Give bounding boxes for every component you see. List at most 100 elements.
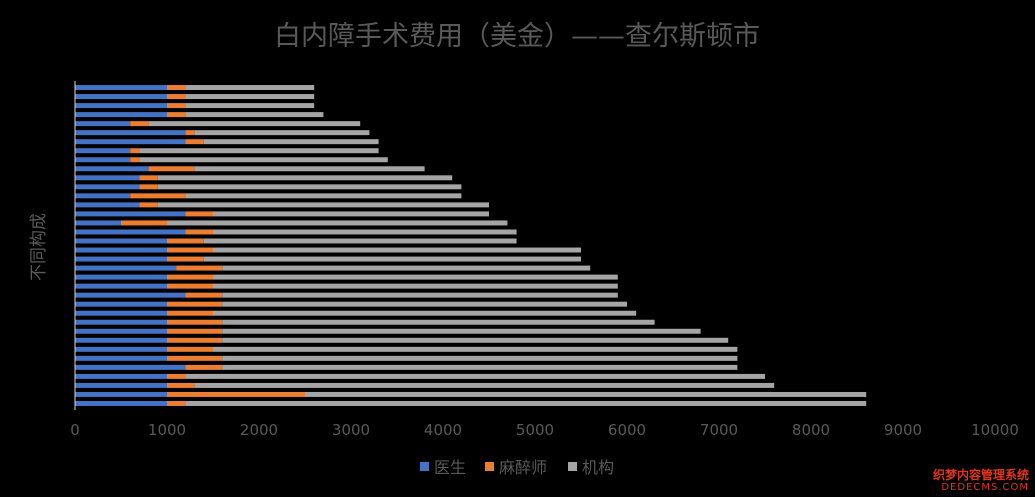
bar-segment-18-series-2 bbox=[167, 238, 204, 244]
bar-segment-5-series-1 bbox=[75, 121, 131, 127]
bar-segment-21-series-3 bbox=[222, 265, 591, 271]
bar-segment-24-series-2 bbox=[185, 292, 223, 298]
bar-segment-26-series-3 bbox=[213, 310, 637, 316]
bar-segment-23-series-2 bbox=[167, 283, 213, 289]
bar-segment-1-series-3 bbox=[185, 85, 315, 90]
bar-segment-10-series-3 bbox=[194, 166, 425, 172]
bar-segment-27-series-2 bbox=[167, 319, 223, 325]
bar-segment-36-series-1 bbox=[75, 401, 167, 406]
bar-segment-9-series-3 bbox=[139, 157, 388, 163]
bar-segment-36-series-3 bbox=[185, 401, 867, 406]
legend-label-1: 医生 bbox=[434, 458, 466, 477]
bar-segment-20-series-2 bbox=[167, 256, 204, 262]
x-tick-label: 1000 bbox=[148, 421, 186, 439]
bars-group bbox=[75, 85, 867, 406]
bar-segment-36-series-2 bbox=[167, 401, 186, 406]
bar-segment-15-series-1 bbox=[75, 211, 186, 217]
bar-segment-29-series-3 bbox=[222, 337, 729, 343]
bar-segment-34-series-1 bbox=[75, 382, 167, 388]
x-tick-label: 7000 bbox=[700, 421, 738, 439]
bar-segment-10-series-2 bbox=[148, 166, 195, 172]
bar-segment-33-series-2 bbox=[167, 373, 186, 379]
bar-segment-6-series-1 bbox=[75, 130, 186, 136]
bar-segment-18-series-3 bbox=[203, 238, 517, 244]
bar-segment-31-series-3 bbox=[222, 355, 738, 361]
bar-segment-19-series-3 bbox=[213, 247, 581, 253]
bar-segment-22-series-1 bbox=[75, 274, 167, 280]
legend-swatch-2 bbox=[485, 462, 494, 471]
x-tick-label: 10000 bbox=[971, 421, 1019, 439]
bar-segment-8-series-3 bbox=[139, 148, 379, 154]
bar-segment-19-series-1 bbox=[75, 247, 167, 253]
x-tick-label: 3000 bbox=[332, 421, 370, 439]
bar-segment-8-series-1 bbox=[75, 148, 131, 154]
bar-segment-14-series-1 bbox=[75, 202, 140, 208]
bar-segment-13-series-1 bbox=[75, 193, 131, 199]
bar-segment-17-series-2 bbox=[185, 229, 213, 235]
bar-segment-21-series-2 bbox=[176, 265, 223, 271]
legend: 医生 麻醉师 机构 bbox=[420, 458, 614, 477]
bar-segment-1-series-1 bbox=[75, 85, 167, 90]
bar-segment-35-series-2 bbox=[167, 391, 305, 397]
bar-segment-18-series-1 bbox=[75, 238, 167, 244]
bar-segment-11-series-3 bbox=[157, 175, 453, 181]
bar-segment-3-series-1 bbox=[75, 103, 167, 109]
chart-title: 白内障手术费用（美金）——查尔斯顿市 bbox=[274, 21, 760, 52]
bar-segment-33-series-1 bbox=[75, 373, 167, 379]
y-axis-label: 不同构成 bbox=[29, 213, 49, 281]
bar-segment-35-series-1 bbox=[75, 391, 167, 397]
bar-segment-15-series-3 bbox=[213, 211, 489, 217]
x-tick-label: 2000 bbox=[240, 421, 278, 439]
bar-segment-7-series-1 bbox=[75, 139, 186, 145]
bar-segment-19-series-2 bbox=[167, 247, 213, 253]
bar-segment-2-series-1 bbox=[75, 94, 167, 100]
bar-segment-11-series-2 bbox=[139, 175, 158, 181]
bar-segment-17-series-1 bbox=[75, 229, 186, 235]
bar-segment-23-series-1 bbox=[75, 283, 167, 289]
bar-segment-29-series-2 bbox=[167, 337, 223, 343]
bar-segment-28-series-3 bbox=[222, 328, 701, 334]
x-axis-ticks: 0 1000 2000 3000 4000 5000 6000 7000 8000 9000 100… bbox=[70, 421, 1019, 439]
bar-segment-5-series-2 bbox=[130, 121, 149, 127]
bar-segment-5-series-3 bbox=[148, 121, 361, 127]
bar-segment-33-series-3 bbox=[185, 373, 765, 379]
bar-segment-7-series-2 bbox=[185, 139, 204, 145]
bar-segment-22-series-2 bbox=[167, 274, 213, 280]
bar-segment-17-series-3 bbox=[213, 229, 517, 235]
bar-segment-2-series-3 bbox=[185, 94, 315, 100]
bar-segment-22-series-3 bbox=[213, 274, 618, 280]
bar-segment-3-series-2 bbox=[167, 103, 186, 109]
bar-segment-15-series-2 bbox=[185, 211, 213, 217]
legend-label-2: 麻醉师 bbox=[499, 458, 547, 477]
bar-segment-28-series-2 bbox=[167, 328, 223, 334]
bar-segment-27-series-1 bbox=[75, 319, 167, 325]
bar-segment-32-series-3 bbox=[222, 364, 738, 370]
bar-segment-26-series-1 bbox=[75, 310, 167, 316]
bar-segment-16-series-3 bbox=[167, 220, 508, 226]
x-tick-label: 8000 bbox=[792, 421, 830, 439]
bar-segment-6-series-3 bbox=[194, 130, 370, 136]
bar-segment-25-series-3 bbox=[222, 301, 627, 307]
bar-segment-25-series-2 bbox=[167, 301, 223, 307]
bar-segment-4-series-3 bbox=[185, 112, 324, 118]
bar-segment-35-series-3 bbox=[305, 391, 867, 397]
watermark-line2: DEDECMS.COM bbox=[941, 482, 1029, 493]
watermark-line1: 织梦内容管理系统 bbox=[932, 467, 1029, 482]
bar-segment-4-series-2 bbox=[167, 112, 186, 118]
bar-segment-30-series-2 bbox=[167, 346, 213, 352]
bar-segment-16-series-1 bbox=[75, 220, 121, 226]
bar-segment-3-series-3 bbox=[185, 103, 315, 109]
bar-segment-14-series-2 bbox=[139, 202, 158, 208]
bar-segment-34-series-2 bbox=[167, 382, 195, 388]
bar-segment-9-series-2 bbox=[130, 157, 140, 163]
bar-segment-20-series-1 bbox=[75, 256, 167, 262]
bar-segment-34-series-3 bbox=[194, 382, 775, 388]
bar-segment-24-series-1 bbox=[75, 292, 186, 298]
x-tick-label: 6000 bbox=[608, 421, 646, 439]
bar-segment-1-series-2 bbox=[167, 85, 186, 90]
bar-segment-6-series-2 bbox=[185, 130, 195, 136]
bar-segment-31-series-1 bbox=[75, 355, 167, 361]
bar-segment-8-series-2 bbox=[130, 148, 140, 154]
bar-segment-20-series-3 bbox=[203, 256, 582, 262]
bar-segment-14-series-3 bbox=[157, 202, 490, 208]
